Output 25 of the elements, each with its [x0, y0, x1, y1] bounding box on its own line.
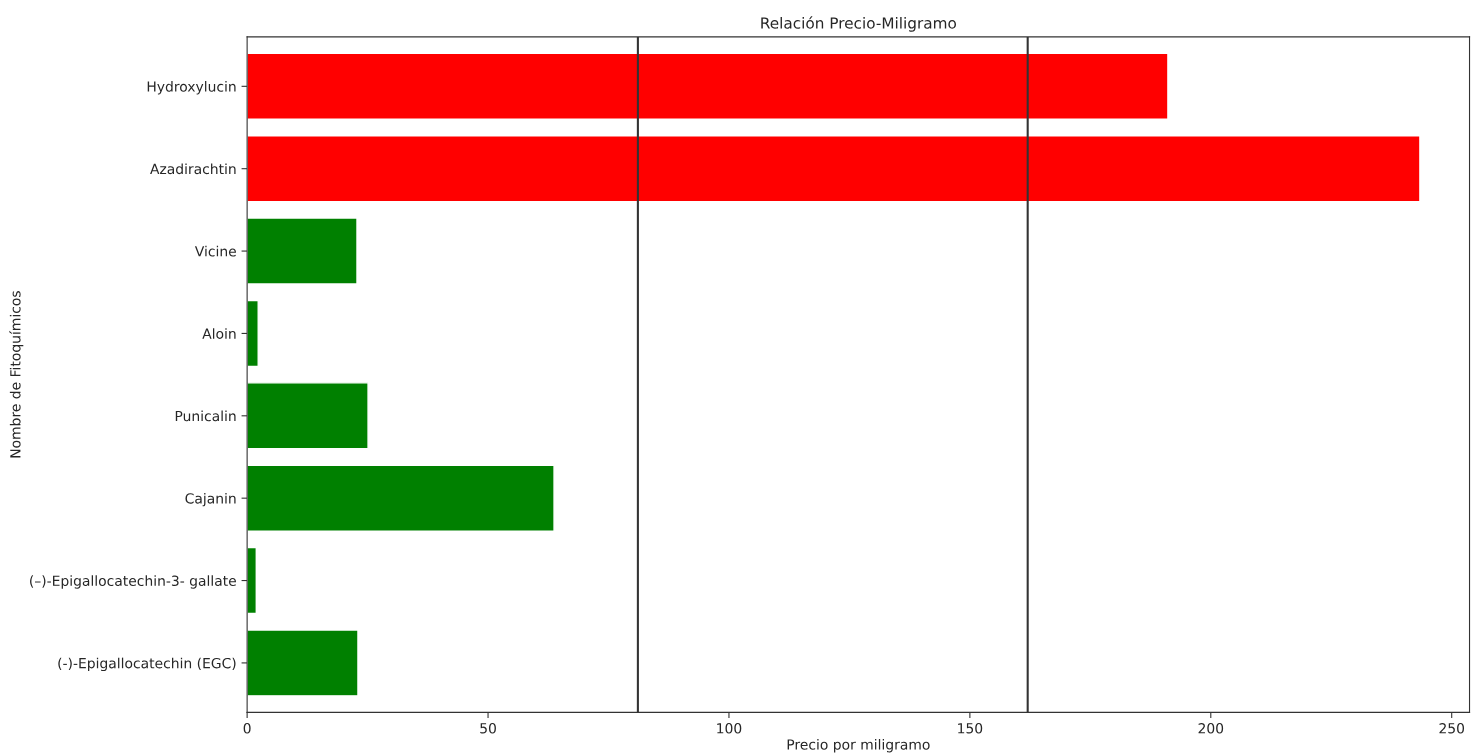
y-tick-label: Punicalin — [175, 410, 236, 422]
bar — [247, 382, 369, 450]
chart-title: Relación Precio-Miligramo — [761, 16, 957, 32]
bar — [247, 546, 257, 615]
x-tick-label: 200 — [1198, 723, 1224, 734]
x-tick-label: 100 — [717, 723, 742, 734]
bar — [247, 629, 359, 697]
y-tick-label: Hydroxylucin — [147, 81, 236, 95]
y-axis-title: Nombre de Fitoquímicos — [9, 291, 24, 458]
y-tick-label: Vicine — [194, 245, 236, 257]
x-tick-label: 150 — [958, 723, 983, 734]
x-tick-label: 250 — [1439, 723, 1465, 734]
bar — [247, 299, 259, 368]
x-tick-label: 0 — [243, 723, 251, 734]
bar — [247, 52, 1169, 120]
y-tick-label: Cajanin — [185, 492, 236, 507]
bar — [247, 135, 1421, 203]
y-tick-label: Aloin — [202, 328, 236, 339]
bar — [247, 464, 555, 532]
y-tick-label: Azadirachtin — [150, 163, 236, 175]
y-tick-label: (-)-Epigallocatechin (EGC) — [58, 657, 236, 672]
x-axis-title: Precio por miligramo — [787, 738, 930, 753]
bar — [247, 217, 358, 285]
x-tick-label: 50 — [480, 723, 496, 734]
y-tick-label: (–)-Epigallocatechin-3- gallate — [30, 575, 236, 589]
